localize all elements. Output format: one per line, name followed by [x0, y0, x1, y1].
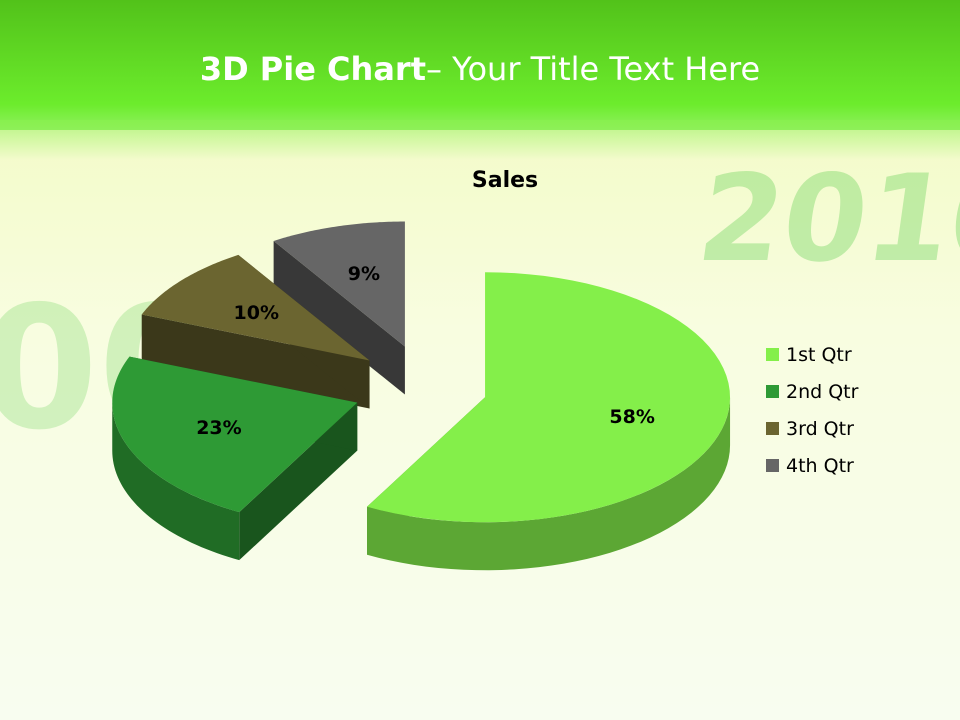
- legend-label: 4th Qtr: [786, 454, 854, 477]
- pie-slice-wall-2: [112, 402, 240, 561]
- pie-slice-side-3: [141, 314, 370, 409]
- legend-item: 2nd Qtr: [766, 373, 858, 410]
- legend-swatch: [766, 348, 779, 361]
- legend-item: 3rd Qtr: [766, 410, 858, 447]
- title-bold: 3D Pie Chart: [199, 50, 426, 88]
- legend-label: 1st Qtr: [786, 343, 852, 366]
- title-band-fade: [0, 120, 960, 160]
- legend-swatch: [766, 459, 779, 472]
- pie-slice-4[interactable]: [273, 221, 405, 347]
- legend-item: 4th Qtr: [766, 447, 858, 484]
- title-band: [0, 0, 960, 130]
- legend-swatch: [766, 422, 779, 435]
- pie-slice-2[interactable]: [112, 356, 358, 513]
- data-label: 10%: [233, 301, 279, 324]
- pie-slice-wall-1: [367, 397, 731, 571]
- data-label: 23%: [196, 417, 242, 440]
- legend: 1st Qtr 2nd Qtr 3rd Qtr 4th Qtr: [766, 336, 858, 484]
- pie-slice-3[interactable]: [141, 254, 370, 361]
- data-label: 58%: [609, 405, 655, 428]
- pie-slice-side-4: [273, 240, 405, 395]
- legend-item: 1st Qtr: [766, 336, 858, 373]
- data-label: 9%: [347, 263, 381, 286]
- legend-label: 3rd Qtr: [786, 417, 854, 440]
- pie-slice-1[interactable]: [367, 272, 731, 523]
- legend-swatch: [766, 385, 779, 398]
- legend-label: 2nd Qtr: [786, 380, 859, 403]
- chart-title: Sales: [471, 168, 539, 193]
- slide-title[interactable]: 3D Pie Chart– Your Title Text Here: [0, 50, 960, 88]
- title-rest: – Your Title Text Here: [425, 50, 761, 88]
